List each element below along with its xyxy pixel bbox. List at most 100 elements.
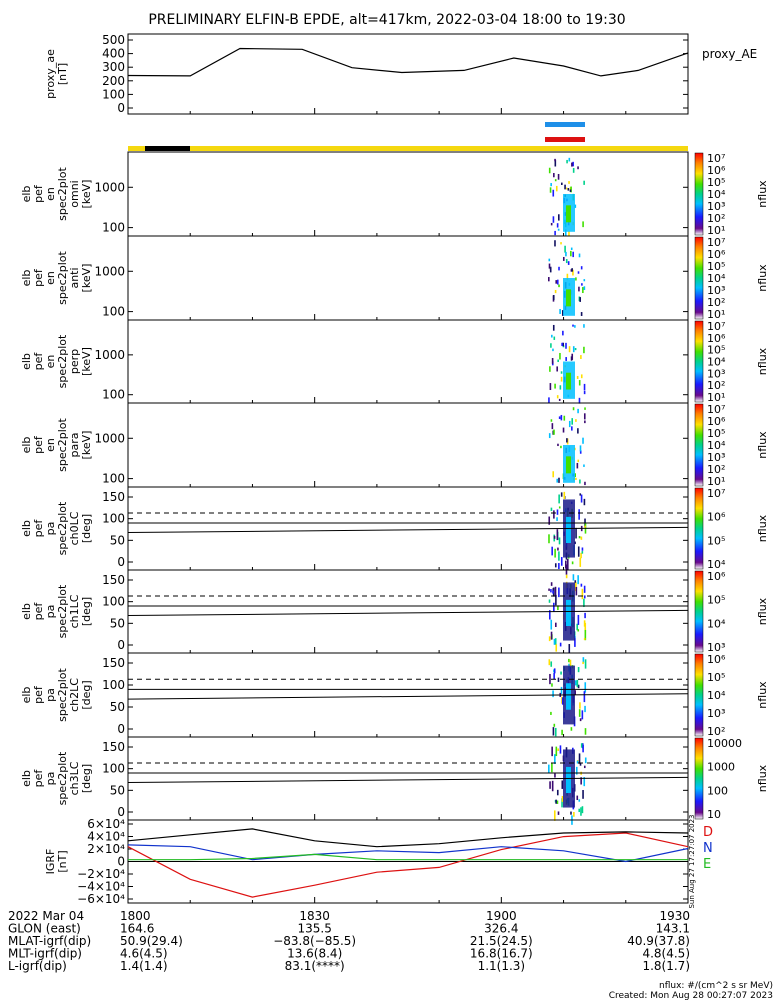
spectrogram-cell (554, 383, 556, 389)
spectrogram-cell (577, 667, 580, 673)
ylabel-line: pef (32, 769, 45, 788)
colorbar-tick-label: 10⁴ (707, 356, 726, 369)
spectrogram-cell (560, 671, 562, 675)
spectrogram-cell (572, 168, 575, 173)
spectrogram-cell (556, 529, 559, 541)
spectrogram-cell (561, 798, 563, 808)
spectrogram-cell (548, 610, 551, 620)
spectrogram-cell (553, 535, 556, 539)
spectrogram-cell (578, 808, 581, 813)
spectrogram-cell (579, 493, 582, 496)
spectrogram-cell (554, 773, 556, 778)
axis-row-label: MLT-igrf(dip) (8, 947, 82, 961)
spectrogram-cell (572, 324, 574, 327)
spectrogram-cell (574, 690, 576, 695)
colorbar-tick-label: 10³ (707, 451, 725, 464)
ylabel-line: en (44, 438, 57, 452)
spectrogram-cell (580, 807, 582, 816)
ytick-label: 1000 (94, 264, 125, 278)
spectrogram-cell (553, 638, 556, 645)
spectrogram-cell (560, 492, 563, 497)
spectrogram-cell (559, 745, 562, 754)
spectrogram-cell (584, 622, 587, 631)
spectrogram-cell (551, 746, 553, 757)
spectrogram-cell (572, 574, 575, 581)
ylabel-line: pef (32, 435, 45, 454)
spectrogram-cell (582, 661, 584, 665)
colorbar-tick-label: 10⁵ (707, 427, 725, 440)
spectrogram-cell (548, 263, 551, 269)
colorbar-tick-label: 10⁵ (707, 260, 725, 273)
spectrogram-cell (579, 450, 582, 454)
panel-ylabel-igrf: IGRF [nT] (44, 849, 69, 875)
colorbar-tick-label: 10⁴ (707, 689, 726, 702)
spectrogram-cell (556, 509, 559, 515)
spectrogram-cell (561, 697, 564, 705)
spectrogram-cell (578, 509, 580, 520)
spectrogram-cell (571, 418, 574, 425)
axis-row-label: GLON (east) (8, 922, 81, 936)
spectrogram-cell (576, 623, 579, 631)
spectrogram-cell (553, 429, 555, 435)
panel-ylabel-proxy_ae: proxy_ae [nT] (44, 49, 69, 99)
ytick-label: 100 (102, 512, 125, 526)
status-strip (128, 146, 688, 151)
spectrogram-cell (584, 659, 587, 669)
spectrogram-cell (560, 557, 563, 566)
spectrogram-cell (575, 582, 577, 592)
igrf-series-N (127, 844, 689, 863)
spectrogram-cell (584, 682, 587, 693)
ylabel-line: spec2plot (56, 251, 69, 305)
spectrogram-cell (557, 443, 559, 447)
ylabel-line: [keV] (80, 264, 93, 293)
spectrogram-cell (554, 638, 557, 645)
panel-ch1LC: 150 100 50 0 10⁶ 10⁵ 10⁴ 10³ nflux (102, 569, 769, 654)
spectrogram-cell (570, 186, 572, 193)
spectrogram-cell (548, 659, 551, 666)
spectrogram-cell (567, 261, 570, 265)
ytick-label: 1000 (94, 348, 125, 362)
ylabel-line: [nT] (56, 850, 69, 872)
spectrogram-cell (584, 705, 586, 713)
spectrogram-cell (568, 181, 570, 184)
spectrogram-cell (565, 187, 568, 190)
panel-frame (127, 235, 689, 321)
spectrogram-cell (559, 352, 561, 360)
ytick-label: −6×10⁴ (77, 892, 125, 906)
spectrogram-cell (555, 746, 558, 757)
spectrogram-cell (580, 374, 583, 379)
spectrogram-cell (556, 800, 559, 804)
spectrogram-cell (571, 561, 574, 565)
ytick-label: 500 (102, 33, 125, 47)
spectrogram-core-peak (566, 683, 571, 710)
colorbar-tick-label: 10² (707, 463, 725, 476)
spectrogram-cell (554, 230, 556, 236)
spectrogram-cell (583, 180, 585, 185)
spectrogram-cell (556, 223, 559, 228)
spectrogram-cell (577, 575, 579, 585)
axis-row-value: 16.8(16.7) (470, 947, 533, 961)
spectrogram-cell (584, 407, 586, 410)
spectrogram-cell (549, 781, 551, 789)
spectrogram-cell (551, 423, 554, 430)
spectrogram-cell (578, 253, 581, 258)
spectrogram-cell (556, 366, 558, 372)
spectrogram-cell (578, 380, 581, 386)
spectrogram-cell (564, 229, 567, 236)
ytick-label: 0 (117, 855, 125, 869)
spectrogram-cell (558, 214, 560, 221)
colorbar (694, 403, 704, 487)
colorbar (694, 487, 704, 570)
spectrogram-cell (553, 668, 556, 674)
igrf-series-total (127, 828, 689, 848)
spectrogram-cell (578, 536, 581, 539)
spectrogram-cell (571, 162, 573, 167)
spectrogram-cell (583, 765, 586, 769)
spectrogram-cell (584, 420, 586, 424)
spectrogram-cell (554, 563, 557, 568)
spectrogram-cell (548, 167, 551, 174)
footer-units: nflux: #/(cm^2 s sr MeV) (659, 981, 773, 991)
spectrogram-cell (583, 777, 586, 787)
